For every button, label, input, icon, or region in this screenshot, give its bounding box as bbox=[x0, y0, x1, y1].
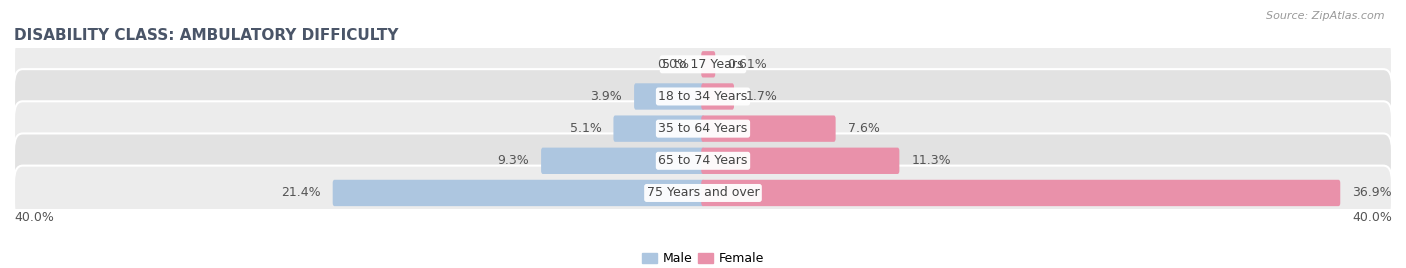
FancyBboxPatch shape bbox=[541, 148, 704, 174]
Text: 7.6%: 7.6% bbox=[848, 122, 880, 135]
Text: 5.1%: 5.1% bbox=[569, 122, 602, 135]
FancyBboxPatch shape bbox=[702, 116, 835, 142]
Text: 11.3%: 11.3% bbox=[911, 154, 950, 167]
FancyBboxPatch shape bbox=[613, 116, 704, 142]
Text: 40.0%: 40.0% bbox=[1353, 211, 1392, 224]
Text: 40.0%: 40.0% bbox=[14, 211, 53, 224]
FancyBboxPatch shape bbox=[14, 37, 1392, 92]
Text: Source: ZipAtlas.com: Source: ZipAtlas.com bbox=[1267, 11, 1385, 21]
FancyBboxPatch shape bbox=[702, 180, 1340, 206]
FancyBboxPatch shape bbox=[14, 69, 1392, 124]
Text: 0.0%: 0.0% bbox=[657, 58, 689, 71]
FancyBboxPatch shape bbox=[702, 83, 734, 110]
Text: 21.4%: 21.4% bbox=[281, 187, 321, 199]
Text: 65 to 74 Years: 65 to 74 Years bbox=[658, 154, 748, 167]
FancyBboxPatch shape bbox=[14, 101, 1392, 156]
Text: 75 Years and over: 75 Years and over bbox=[647, 187, 759, 199]
FancyBboxPatch shape bbox=[702, 51, 716, 77]
Text: 0.61%: 0.61% bbox=[727, 58, 768, 71]
FancyBboxPatch shape bbox=[333, 180, 704, 206]
Legend: Male, Female: Male, Female bbox=[637, 247, 769, 268]
Text: 9.3%: 9.3% bbox=[498, 154, 529, 167]
Text: 5 to 17 Years: 5 to 17 Years bbox=[662, 58, 744, 71]
Text: DISABILITY CLASS: AMBULATORY DIFFICULTY: DISABILITY CLASS: AMBULATORY DIFFICULTY bbox=[14, 28, 398, 43]
FancyBboxPatch shape bbox=[14, 166, 1392, 220]
Text: 1.7%: 1.7% bbox=[747, 90, 778, 103]
Text: 35 to 64 Years: 35 to 64 Years bbox=[658, 122, 748, 135]
FancyBboxPatch shape bbox=[702, 148, 900, 174]
FancyBboxPatch shape bbox=[634, 83, 704, 110]
FancyBboxPatch shape bbox=[14, 133, 1392, 188]
Text: 3.9%: 3.9% bbox=[591, 90, 621, 103]
Text: 18 to 34 Years: 18 to 34 Years bbox=[658, 90, 748, 103]
Text: 36.9%: 36.9% bbox=[1353, 187, 1392, 199]
